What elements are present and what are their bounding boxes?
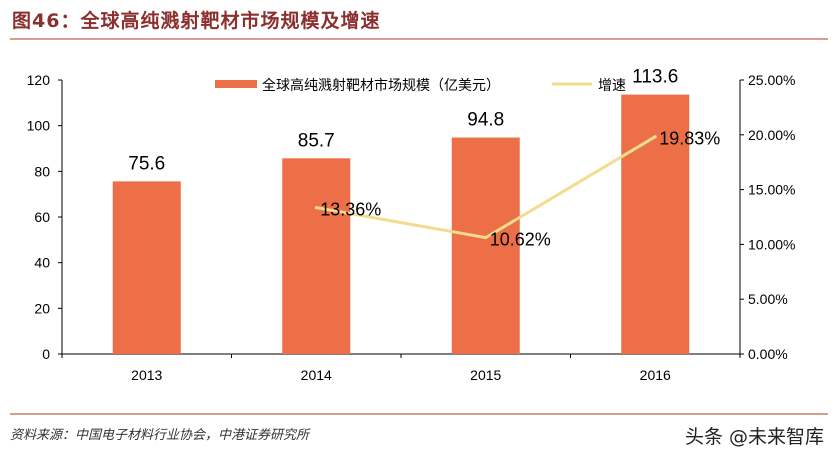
x-tick-label: 2015 bbox=[470, 367, 501, 383]
left-tick-label: 100 bbox=[27, 118, 51, 134]
left-tick-label: 20 bbox=[34, 300, 50, 316]
growth-label: 10.62% bbox=[490, 230, 551, 250]
source-note: 资料来源：中国电子材料行业协会，中港证券研究所 bbox=[10, 428, 310, 443]
bar bbox=[451, 137, 520, 354]
bar-label: 113.6 bbox=[632, 67, 678, 88]
legend-label-line: 增速 bbox=[598, 77, 626, 93]
left-tick-label: 0 bbox=[42, 346, 50, 362]
left-tick-label: 120 bbox=[27, 72, 51, 88]
growth-label: 19.83% bbox=[659, 129, 720, 149]
bar-label: 94.8 bbox=[467, 110, 504, 131]
footer-divider bbox=[10, 413, 828, 415]
right-tick-label: 20.00% bbox=[748, 127, 795, 143]
bar bbox=[112, 181, 181, 354]
figure-title: 图46：全球高纯溅射靶材市场规模及增速 bbox=[12, 10, 381, 32]
right-tick-label: 10.00% bbox=[748, 236, 795, 252]
left-tick-label: 80 bbox=[34, 163, 50, 179]
growth-point bbox=[484, 236, 488, 240]
bar-label: 75.6 bbox=[128, 153, 165, 174]
bar-label: 85.7 bbox=[298, 130, 335, 151]
legend-label-bar: 全球高纯溅射靶材市场规模（亿美元） bbox=[262, 77, 500, 93]
left-tick-label: 40 bbox=[34, 255, 50, 271]
bar bbox=[282, 158, 351, 354]
x-tick-label: 2014 bbox=[301, 367, 332, 383]
title-divider bbox=[10, 38, 828, 40]
right-tick-label: 5.00% bbox=[748, 291, 788, 307]
growth-point bbox=[314, 206, 318, 210]
right-tick-label: 0.00% bbox=[748, 346, 788, 362]
x-tick-label: 2013 bbox=[131, 367, 162, 383]
legend-swatch-bar bbox=[215, 80, 257, 88]
growth-label: 13.36% bbox=[320, 200, 381, 220]
growth-point bbox=[653, 135, 657, 139]
right-tick-label: 25.00% bbox=[748, 72, 795, 88]
x-tick-label: 2016 bbox=[640, 367, 671, 383]
left-tick-label: 60 bbox=[34, 209, 50, 225]
watermark: 头条 @未来智库 bbox=[684, 426, 824, 448]
right-tick-label: 15.00% bbox=[748, 182, 795, 198]
